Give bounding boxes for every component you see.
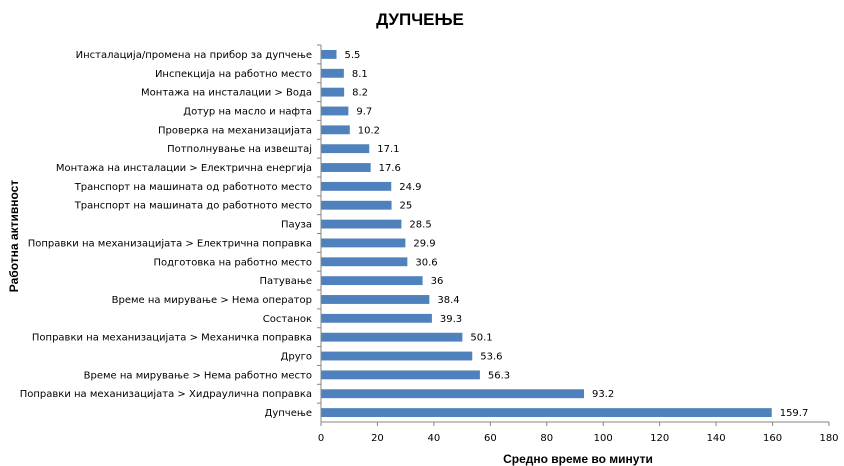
x-tick-label: 20: [371, 433, 384, 444]
x-axis-title: Средно време во минути: [503, 452, 653, 466]
value-label: 38.4: [437, 295, 459, 306]
bar: [321, 144, 370, 154]
category-label: Време на мирување > Нема работно место: [84, 370, 312, 381]
value-label: 30.6: [415, 257, 437, 268]
value-label: 9.7: [356, 106, 372, 117]
value-label: 39.3: [440, 314, 462, 325]
category-label: Инспекција на работно место: [155, 68, 312, 80]
bar: [321, 181, 392, 191]
value-label: 5.5: [345, 50, 361, 61]
value-labels: 5.5 8.1 8.2 9.7 10.2 17.1 17.6 24.9 25 28.5 29.9 30…: [345, 50, 809, 419]
bar: [321, 219, 402, 229]
x-tick-label: 160: [763, 433, 782, 444]
category-label: Дотур на масло и нафта: [183, 106, 312, 117]
category-label: Транспорт на машината од работното место: [74, 182, 312, 193]
category-label: Состанок: [263, 314, 312, 325]
bar: [321, 408, 772, 418]
bar: [321, 87, 345, 97]
x-tick-label: 180: [819, 433, 838, 444]
value-label: 24.9: [399, 182, 421, 193]
bar: [321, 68, 344, 78]
value-label: 93.2: [592, 389, 614, 400]
x-tick-label: 60: [484, 433, 497, 444]
category-label: Поправки на механизацијата > Механичка п…: [32, 332, 312, 344]
chart-title: ДУПЧЕЊЕ: [376, 10, 464, 29]
bar: [321, 238, 406, 248]
value-label: 28.5: [409, 220, 431, 231]
value-label: 17.1: [377, 144, 399, 155]
x-tick-label: 80: [540, 433, 553, 444]
bar: [321, 125, 350, 135]
category-label: Подготовка на работно место: [153, 257, 312, 268]
bar: [321, 276, 423, 286]
bar: [321, 257, 408, 267]
category-labels: Инсталација/промена на прибор за дупчење…: [20, 44, 321, 419]
x-tick-label: 120: [650, 433, 669, 444]
bar: [321, 163, 371, 172]
category-label: Проверка на механизацијата: [158, 124, 312, 136]
value-label: 53.6: [480, 352, 502, 363]
x-tick-label: 40: [428, 433, 441, 444]
category-label: Монтажа на инсталации > Вода: [141, 88, 312, 99]
bar: [321, 351, 473, 361]
bar: [321, 200, 392, 210]
x-tick-label: 140: [707, 433, 726, 444]
category-label: Патување: [259, 276, 312, 287]
category-label: Време на мирување > Нема оператор: [112, 295, 312, 306]
category-label: Дупчење: [265, 408, 312, 419]
bar: [321, 389, 585, 399]
value-label: 25: [400, 201, 413, 212]
bar: [321, 50, 337, 59]
x-tick-label: 100: [594, 433, 613, 444]
value-label: 29.9: [413, 238, 435, 249]
value-label: 36: [431, 276, 444, 287]
value-label: 10.2: [358, 125, 380, 136]
category-label: Поправки на механизацијата > Електрична …: [28, 237, 312, 249]
category-label: Друго: [281, 352, 312, 363]
category-label: Поправки на механизацијата > Хидраулична…: [20, 388, 312, 400]
category-label: Транспорт на машината до работното место: [74, 201, 312, 212]
y-axis-title: Работна активност: [7, 180, 21, 293]
x-tick-label: 0: [318, 433, 324, 444]
value-label: 8.1: [352, 69, 368, 80]
bar: [321, 332, 463, 342]
category-label: Инсталација/промена на прибор за дупчење: [76, 49, 312, 61]
category-label: Потполнување на извештај: [167, 143, 312, 155]
bar: [321, 313, 432, 323]
value-label: 50.1: [470, 333, 492, 344]
category-label: Монтажа на инсталации > Електрична енерг…: [56, 162, 312, 174]
bar: [321, 370, 480, 380]
value-label: 17.6: [379, 163, 401, 174]
bar: [321, 295, 430, 304]
bars-group: [321, 50, 772, 418]
value-label: 159.7: [780, 408, 809, 419]
category-label: Пауза: [281, 220, 312, 231]
x-ticks: 0 20 40 60 80 100 120 140 160 180: [318, 422, 839, 444]
value-label: 8.2: [352, 88, 368, 99]
value-label: 56.3: [488, 370, 510, 381]
bar: [321, 106, 349, 116]
